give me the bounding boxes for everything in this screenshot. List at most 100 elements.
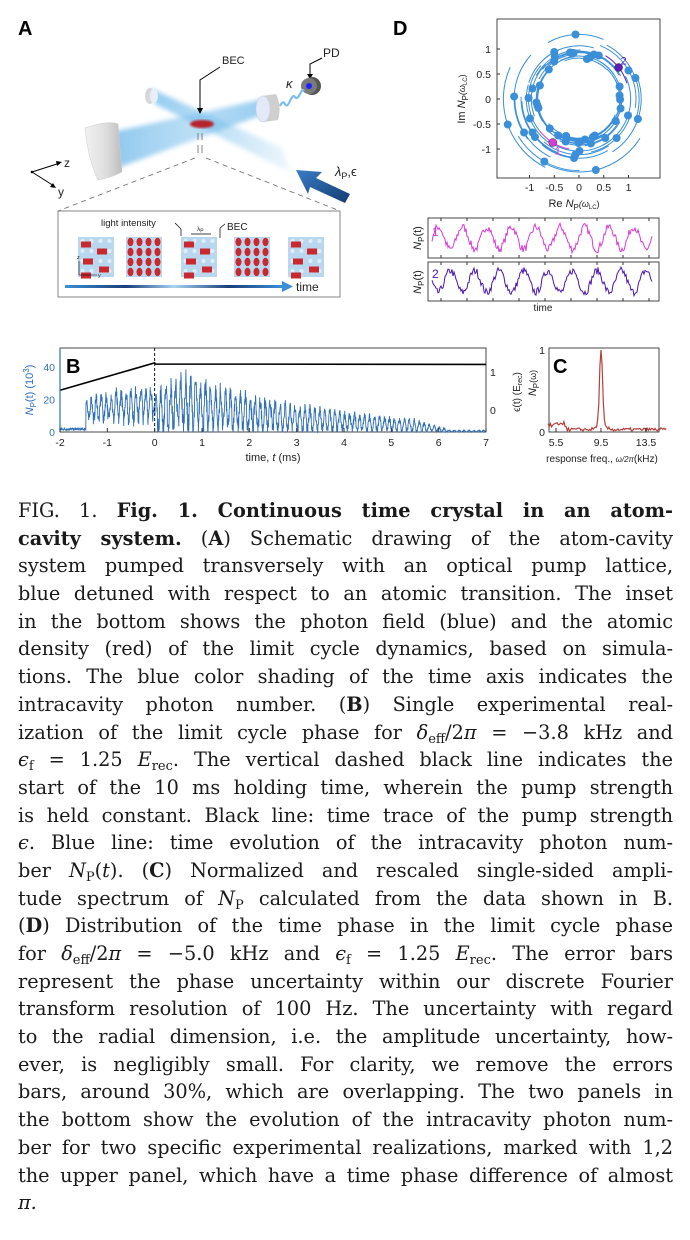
d-xtick: -1 [525,182,534,194]
cavity-beams [112,88,290,172]
coordinate-axes [30,161,62,188]
caption-text: transform resolution of 100 Hz. The unce… [18,997,673,1021]
caption-line: ever, is negligibly small. For clarity, … [18,1051,673,1079]
panel-label-a: A [18,18,32,40]
caption-text: tude spectrum of [18,886,219,910]
b-xtick: 1 [199,437,205,449]
trace-xlabel: time [534,303,553,314]
data-point [510,92,519,101]
inset-time-label: time [296,280,319,294]
trace-1-line [431,222,653,255]
caption-text: ϵ [18,831,29,855]
data-point [530,133,539,141]
caption-text: for [18,942,62,965]
caption-text: ( [94,858,103,882]
caption-line: bars, around 30%, which are overlapping.… [18,1078,673,1106]
caption-text: δ [416,720,429,744]
caption-line: system pumped transversely with an optic… [18,552,673,580]
caption-text: C [149,858,165,882]
caption-line: ϵ. Blue line: time evolution of the intr… [18,829,673,857]
caption-line: density (red) of the limit cycle dynamic… [18,635,673,663]
highlighted-label-2: 2 [621,56,627,68]
caption-line: represent the phase uncertainty within o… [18,968,673,996]
caption-text: rec [469,953,491,968]
data-point [631,74,640,82]
data-point [550,57,559,66]
photodetector-icon [301,77,321,95]
c-ylabel: NP(ω) [527,370,541,396]
axis-y-label: y [58,185,64,199]
data-point [633,115,642,123]
panel-d: D 1 2 -1 -0.5 0 0.5 1 1 0.5 0 -0.5 -1 Re NP(ωLC) I… [393,18,661,314]
caption-text: FIG. 1. [18,499,117,522]
panel-label-d: D [393,18,407,40]
data-point [554,131,563,140]
b-xlabel: time, t (ms) [245,452,300,464]
caption-text: B [346,692,363,716]
caption-line: to the radial dimension, i.e. the amplit… [18,1023,673,1051]
trace-2-line [431,265,653,298]
data-point [591,166,600,174]
caption-text: π [108,942,122,965]
simulation-tile [234,237,270,277]
caption-line: is held constant. Black line: time trace… [18,802,673,830]
c-ytick: 1 [539,345,545,357]
caption-line: ber NP(t). (C) Normalized and rescaled s… [18,857,673,885]
caption-text: tions. The blue color shading of the tim… [18,665,673,689]
d-ytick: 1 [485,44,491,56]
b-ylabel-right: ϵ(t) (Erec) [512,372,524,412]
trace-2-ylabel: NP(t) [412,270,426,294]
data-point [590,131,599,140]
panel-b: -2 -1 0 1 2 3 4 5 6 7 0 20 40 0 1 B time, t (ms) NP(t)… [22,347,524,464]
b-xtick: 3 [294,437,300,449]
caption-text: π. [18,1191,37,1215]
kappa-label: κ [286,76,294,91]
caption-text: ization of the limit cycle phase for [18,720,417,744]
time-arrow [65,285,283,288]
b-xtick: 6 [436,437,442,449]
b-xtick: 4 [341,437,347,449]
d-ytick: -0.5 [473,119,491,131]
data-point [525,114,534,123]
caption-text: Fig. 1. Continuous time crystal in an at… [116,499,673,522]
caption-line: (D) Distribution of the time phase in th… [18,912,673,940]
inset-lambda-label: λP [197,226,204,235]
caption-line: for δeff/2π = −5.0 kHz and ϵf = 1.25 Ere… [18,940,673,968]
trace-2-frame [427,261,660,302]
pump-label: λP,ϵ [334,164,357,181]
caption-text: ). ( [109,858,150,882]
caption-text: . The error bars [490,942,673,965]
d-xtick: 1 [626,182,632,194]
caption-text: D [25,914,43,938]
b-xtick: 7 [483,437,489,449]
caption-text: . The vertical dashed black line indicat… [172,748,673,772]
caption-line: in the bottom shows the photon field (bl… [18,608,673,636]
pump-arrow-icon [296,170,350,203]
data-point [528,84,537,93]
bec-cloud [190,120,214,128]
data-point [570,154,579,162]
c-xlabel: response freq., ω/2π(kHz) [546,454,658,465]
data-point [616,95,625,104]
caption-text: blue detuned with respect to an atomic t… [18,582,673,606]
caption-text: in the bottom shows the photon field (bl… [18,609,673,633]
inset-axis-y: y [98,273,101,279]
data-point [611,117,620,125]
b-xtick: -1 [103,437,112,449]
c-xtick: 5.5 [549,437,564,449]
caption-text: = −5.0 kHz and [121,942,336,965]
trace-1-frame [427,217,660,259]
trace-1-ylabel: NP(t) [412,226,426,250]
caption-text: N [69,858,86,882]
data-point [601,134,610,142]
d-ytick: -1 [482,144,491,156]
caption-text: /2 [89,942,109,965]
data-point [615,82,624,91]
d-ytick: 0.5 [476,69,491,81]
caption-text: P [85,869,95,885]
right-mirror [255,94,280,123]
caption-text: density (red) of the limit cycle dynamic… [18,637,673,661]
b-ytick-left: 0 [49,427,55,439]
caption-text: f [346,953,351,968]
data-point [594,51,603,60]
